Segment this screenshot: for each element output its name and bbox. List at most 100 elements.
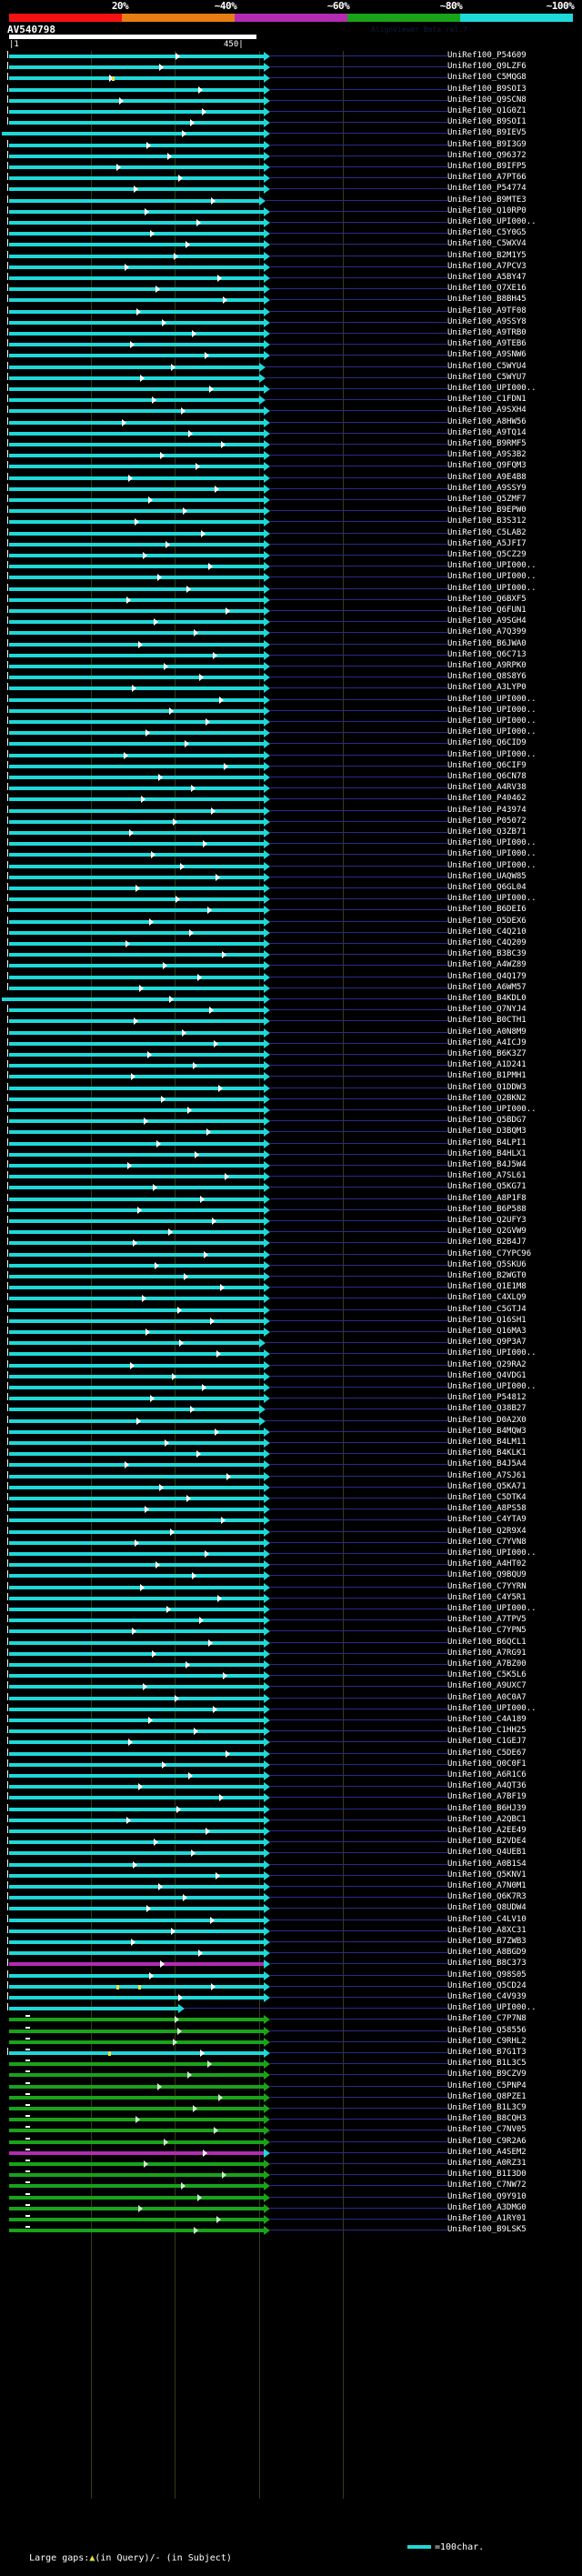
hit-label[interactable]: UniRef100_A7BZ00 — [447, 1659, 527, 1669]
alignment-row[interactable]: UniRef100_UPI000.. — [0, 860, 582, 872]
alignment-row[interactable]: UniRef100_B8BH45 — [0, 295, 582, 306]
alignment-row[interactable]: UniRef100_C7P7N8 — [0, 2014, 582, 2025]
alignment-row[interactable]: UniRef100_B9IFP5 — [0, 162, 582, 173]
hit-label[interactable]: UniRef100_Q2BKN2 — [447, 1093, 527, 1103]
hsp-bar[interactable] — [9, 1519, 264, 1523]
hit-label[interactable]: UniRef100_UPI000.. — [447, 894, 537, 904]
hsp-bar[interactable] — [9, 498, 264, 502]
alignment-row[interactable]: UniRef100_Q6CIF9 — [0, 760, 582, 772]
hit-label[interactable]: UniRef100_A4WZ89 — [447, 960, 527, 970]
alignment-row[interactable]: UniRef100_Q4VDG1 — [0, 1370, 582, 1382]
hsp-bar[interactable] — [9, 1663, 264, 1667]
hsp-bar[interactable] — [9, 87, 264, 92]
hsp-bar[interactable] — [9, 1263, 264, 1268]
hit-label[interactable]: UniRef100_P54774 — [447, 184, 527, 194]
alignment-row[interactable]: UniRef100_UPI000.. — [0, 727, 582, 738]
alignment-row[interactable]: UniRef100_A0B1S4 — [0, 1859, 582, 1870]
hsp-bar[interactable] — [9, 908, 264, 913]
alignment-row[interactable]: UniRef100_B3S312 — [0, 516, 582, 527]
hit-label[interactable]: UniRef100_B6DEI6 — [447, 905, 527, 915]
hsp-bar[interactable] — [9, 354, 264, 358]
hit-label[interactable]: UniRef100_A0B1S4 — [447, 1859, 527, 1869]
alignment-row[interactable]: UniRef100_A3DMG0 — [0, 2203, 582, 2214]
alignment-row[interactable]: UniRef100_C5DE67 — [0, 1748, 582, 1759]
alignment-row[interactable]: UniRef100_B6P588 — [0, 1204, 582, 1216]
hit-label[interactable]: UniRef100_A9TRB0 — [447, 328, 527, 337]
hit-label[interactable]: UniRef100_Q1E1M8 — [447, 1282, 527, 1292]
alignment-row[interactable]: UniRef100_Q16MA3 — [0, 1327, 582, 1338]
alignment-row[interactable]: UniRef100_UPI000.. — [0, 1105, 582, 1116]
hsp-bar[interactable] — [9, 1119, 264, 1124]
alignment-row[interactable]: UniRef100_Q5CD24 — [0, 1980, 582, 1992]
hsp-bar[interactable] — [9, 431, 264, 436]
hit-label[interactable]: UniRef100_Q6C713 — [447, 649, 527, 659]
alignment-row[interactable]: UniRef100_UPI000.. — [0, 894, 582, 905]
hsp-bar[interactable] — [9, 1807, 264, 1811]
hit-label[interactable]: UniRef100_A9SSY8 — [447, 316, 527, 326]
hsp-bar[interactable] — [9, 986, 264, 990]
hit-label[interactable]: UniRef100_A7SJ61 — [447, 1470, 527, 1480]
hsp-bar[interactable] — [9, 808, 264, 813]
alignment-row[interactable]: UniRef100_UPI000.. — [0, 561, 582, 572]
hit-label[interactable]: UniRef100_B9SOI1 — [447, 117, 527, 127]
hsp-bar[interactable] — [9, 1619, 264, 1623]
alignment-row[interactable]: UniRef100_A8PS58 — [0, 1504, 582, 1515]
hsp-bar[interactable] — [9, 731, 264, 736]
alignment-row[interactable]: UniRef100_P40462 — [0, 794, 582, 805]
alignment-row[interactable]: UniRef100_A9TQ14 — [0, 427, 582, 439]
alignment-row[interactable]: UniRef100_Q5CZ29 — [0, 550, 582, 561]
alignment-row[interactable]: UniRef100_B4MQW3 — [0, 1426, 582, 1438]
hit-label[interactable]: UniRef100_C7NV05 — [447, 2125, 527, 2135]
hit-label[interactable]: UniRef100_Q5ZMF7 — [447, 495, 527, 504]
hsp-bar[interactable] — [9, 276, 264, 280]
hsp-bar[interactable] — [9, 1053, 264, 1057]
hsp-bar[interactable] — [9, 1318, 264, 1323]
hsp-bar[interactable] — [9, 387, 264, 391]
hsp-bar[interactable] — [9, 653, 264, 657]
hsp-bar[interactable] — [9, 631, 264, 636]
alignment-row[interactable]: UniRef100_C7YVN8 — [0, 1537, 582, 1549]
hsp-bar[interactable] — [9, 953, 264, 957]
hit-label[interactable]: UniRef100_A7N0M1 — [447, 1881, 527, 1890]
hsp-bar[interactable] — [9, 1563, 264, 1568]
alignment-row[interactable]: UniRef100_Q9LZF6 — [0, 62, 582, 73]
hit-label[interactable]: UniRef100_P54812 — [447, 1393, 527, 1403]
hit-label[interactable]: UniRef100_UPI000.. — [447, 1604, 537, 1613]
hit-label[interactable]: UniRef100_Q8PZE1 — [447, 2091, 527, 2101]
alignment-row[interactable]: UniRef100_A8XC31 — [0, 1925, 582, 1937]
hsp-bar[interactable] — [9, 1474, 264, 1478]
hit-label[interactable]: UniRef100_Q98S05 — [447, 1970, 527, 1980]
hit-label[interactable]: UniRef100_Q4Q179 — [447, 971, 527, 981]
alignment-row[interactable]: UniRef100_Q2UFY3 — [0, 1216, 582, 1227]
alignment-row[interactable]: UniRef100_A9SGH4 — [0, 616, 582, 627]
alignment-row[interactable]: UniRef100_C5MQG8 — [0, 73, 582, 84]
hit-label[interactable]: UniRef100_B9IEV5 — [447, 128, 527, 138]
alignment-row[interactable]: UniRef100_Q16SH1 — [0, 1315, 582, 1327]
hit-label[interactable]: UniRef100_P05072 — [447, 816, 527, 826]
hsp-bar[interactable] — [9, 143, 264, 147]
hsp-bar[interactable] — [9, 1918, 264, 1922]
hit-label[interactable]: UniRef100_A7PT66 — [447, 173, 527, 183]
alignment-row[interactable]: UniRef100_B9EPW0 — [0, 506, 582, 516]
hsp-bar[interactable] — [9, 1529, 264, 1534]
alignment-row[interactable]: UniRef100_C1HH25 — [0, 1726, 582, 1737]
hit-label[interactable]: UniRef100_C5DE67 — [447, 1748, 527, 1758]
alignment-row[interactable]: UniRef100_B8CQH3 — [0, 2114, 582, 2125]
hit-label[interactable]: UniRef100_UPI000.. — [447, 561, 537, 571]
hit-label[interactable]: UniRef100_B4LPI1 — [447, 1138, 527, 1148]
hsp-bar[interactable] — [9, 819, 264, 824]
hit-label[interactable]: UniRef100_A4SEM2 — [447, 2147, 527, 2157]
hit-label[interactable]: UniRef100_C4Q209 — [447, 938, 527, 947]
hit-label[interactable]: UniRef100_Q58556 — [447, 2025, 527, 2035]
hsp-bar[interactable] — [2, 997, 264, 1001]
hit-label[interactable]: UniRef100_A8P1F8 — [447, 1193, 527, 1203]
alignment-row[interactable]: UniRef100_P54812 — [0, 1393, 582, 1404]
alignment-row[interactable]: UniRef100_C5WYU7 — [0, 372, 582, 384]
alignment-row[interactable]: UniRef100_Q1G0Z1 — [0, 106, 582, 117]
hsp-bar[interactable] — [9, 2095, 264, 2100]
alignment-row[interactable]: UniRef100_B2B4J7 — [0, 1238, 582, 1248]
hsp-bar[interactable] — [9, 365, 259, 369]
hit-label[interactable]: UniRef100_Q9LZF6 — [447, 62, 527, 72]
hsp-bar[interactable] — [9, 930, 264, 935]
hit-label[interactable]: UniRef100_B8C373 — [447, 1959, 527, 1969]
